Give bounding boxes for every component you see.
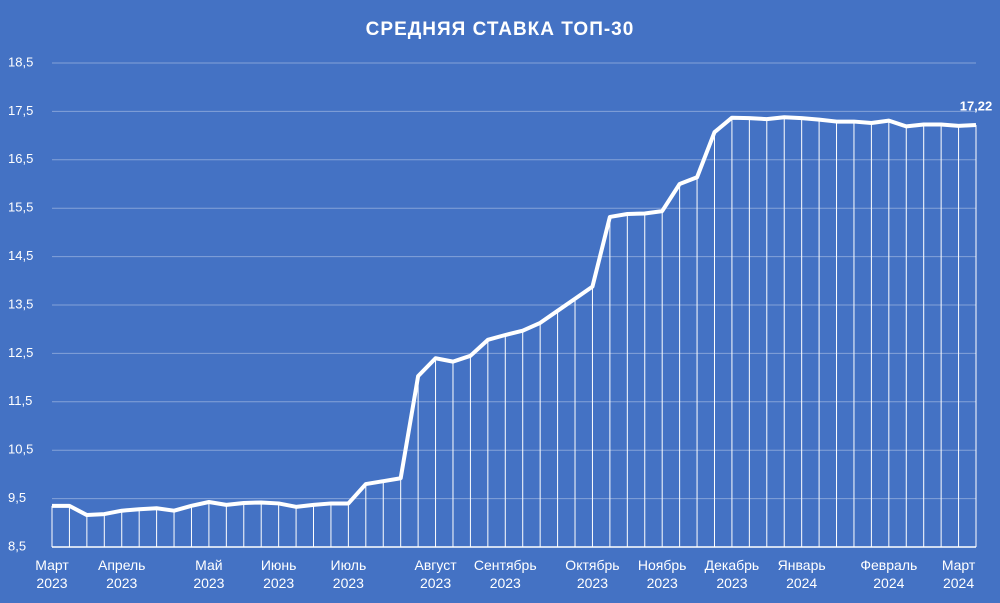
- y-tick-label: 14,5: [8, 248, 33, 263]
- x-tick-label: Январь 2024: [777, 557, 826, 591]
- x-tick-label: Март 2023: [35, 557, 69, 591]
- y-tick-label: 18,5: [8, 54, 33, 69]
- y-tick-label: 12,5: [8, 345, 33, 360]
- y-tick-label: 13,5: [8, 296, 33, 311]
- x-tick-label: Август 2023: [414, 557, 457, 591]
- y-tick-label: 10,5: [8, 442, 33, 457]
- x-tick-label: Апрель 2023: [97, 557, 146, 591]
- y-tick-label: 9,5: [8, 490, 26, 505]
- chart-title: СРЕДНЯЯ СТАВКА ТОП-30: [366, 19, 635, 40]
- x-tick-label: Март 2024: [941, 557, 976, 591]
- x-tick-label: Ноябрь 2023: [637, 557, 687, 591]
- y-tick-label: 16,5: [8, 151, 33, 166]
- line-series: [52, 115, 977, 518]
- x-tick-label: Декабрь 2023: [704, 557, 760, 591]
- x-tick-label: Май 2023: [193, 557, 225, 591]
- y-tick-label: 8,5: [8, 538, 26, 553]
- x-tick-label: Сентябрь 2023: [473, 557, 537, 591]
- y-tick-label: 17,5: [8, 103, 33, 118]
- x-tick-label: Октябрь 2023: [565, 557, 620, 591]
- x-tick-label: Июнь 2023: [260, 557, 297, 591]
- data-label: 17,22: [960, 98, 993, 113]
- x-tick-label: Февраль 2024: [860, 557, 918, 591]
- y-tick-label: 11,5: [8, 393, 32, 408]
- x-tick-label: Июль 2023: [330, 557, 367, 591]
- y-tick-label: 15,5: [8, 200, 33, 215]
